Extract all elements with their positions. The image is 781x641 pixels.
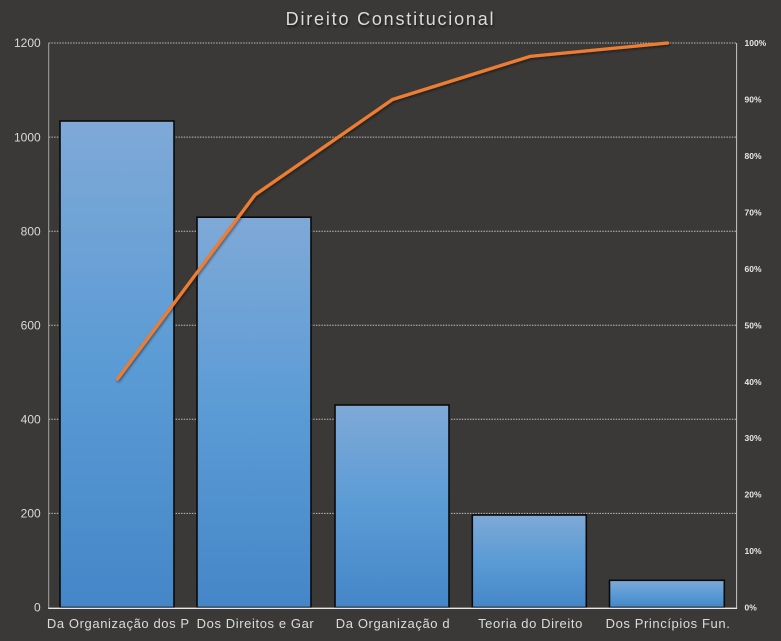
svg-text:100%: 100%: [745, 38, 767, 48]
svg-text:60%: 60%: [745, 264, 762, 274]
svg-text:Dos Direitos e Gar: Dos Direitos e Gar: [197, 616, 315, 631]
svg-text:50%: 50%: [745, 320, 762, 330]
svg-text:Da Organização dos P: Da Organização dos P: [47, 616, 190, 631]
svg-text:Dos Princípios Fun.: Dos Princípios Fun.: [606, 616, 731, 631]
svg-text:90%: 90%: [745, 95, 762, 105]
svg-text:0: 0: [34, 601, 41, 615]
svg-text:80%: 80%: [745, 151, 762, 161]
svg-text:Da Organização d: Da Organização d: [336, 616, 450, 631]
svg-text:200: 200: [21, 507, 41, 521]
svg-text:20%: 20%: [745, 490, 762, 500]
svg-text:70%: 70%: [745, 207, 762, 217]
svg-text:0%: 0%: [745, 603, 758, 613]
svg-text:40%: 40%: [745, 377, 762, 387]
svg-text:Teoria do Direito: Teoria do Direito: [478, 616, 583, 631]
svg-text:Direito Constitucional: Direito Constitucional: [286, 9, 496, 29]
svg-text:800: 800: [21, 224, 41, 238]
svg-text:1200: 1200: [14, 36, 41, 50]
svg-text:10%: 10%: [745, 546, 762, 556]
svg-text:600: 600: [21, 318, 41, 332]
svg-text:1000: 1000: [14, 130, 41, 144]
svg-text:400: 400: [21, 413, 41, 427]
svg-text:30%: 30%: [745, 433, 762, 443]
